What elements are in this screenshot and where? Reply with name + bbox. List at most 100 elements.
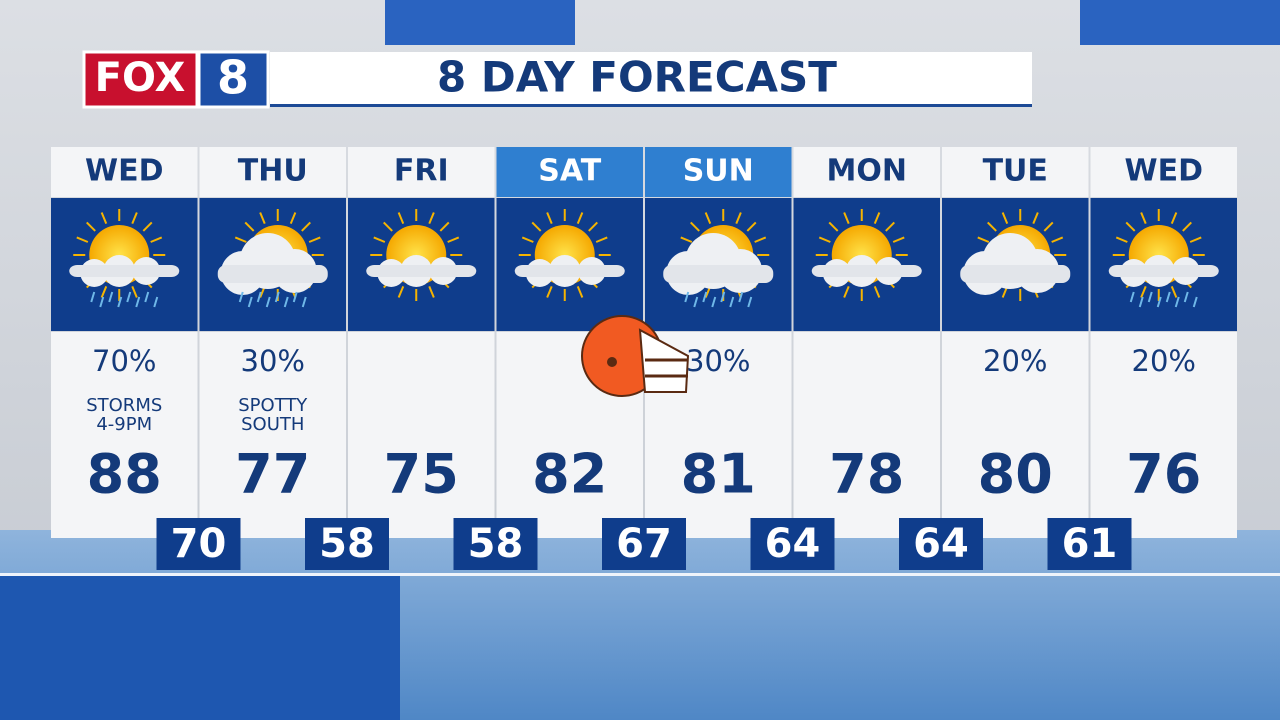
sun-ray <box>234 236 247 243</box>
sun-ray <box>301 221 311 232</box>
sun-ray <box>521 236 534 243</box>
sun-ray <box>142 221 153 232</box>
high-temp: 78 <box>829 443 904 506</box>
note: SPOTTY <box>238 395 308 416</box>
panel <box>1080 0 1280 45</box>
sun-ray <box>373 236 386 243</box>
sun-ray <box>131 286 138 298</box>
day-header <box>496 147 643 197</box>
day-name: SAT <box>538 154 601 189</box>
rain <box>702 291 708 303</box>
cloud <box>960 265 1071 283</box>
day-name: THU <box>238 154 308 189</box>
sun-ray <box>150 236 163 243</box>
sun-ray <box>987 221 997 232</box>
sun-ray <box>828 221 839 232</box>
logo-channel-box <box>197 50 270 109</box>
sun-ray <box>977 236 990 243</box>
sun-ray <box>1051 236 1064 243</box>
rain <box>1147 291 1153 303</box>
precip: 30% <box>241 344 305 378</box>
sun-ray <box>843 286 850 298</box>
day-name: MON <box>827 154 907 189</box>
rain <box>693 296 699 308</box>
high-temp: 76 <box>1126 443 1201 506</box>
cloud <box>69 265 180 277</box>
sun-ray <box>1125 221 1136 232</box>
high-temp: 81 <box>681 443 756 506</box>
rain <box>99 296 105 308</box>
day-header <box>1090 147 1237 197</box>
high-temp: 77 <box>235 443 310 506</box>
detail-cell <box>1090 332 1237 538</box>
rain <box>247 296 253 308</box>
sun-ray <box>546 286 553 298</box>
sun-ray <box>690 221 700 232</box>
low-box <box>453 518 538 570</box>
day-header <box>348 147 495 197</box>
low-box <box>602 518 686 570</box>
cloud <box>811 265 922 277</box>
rain <box>747 296 753 308</box>
rain <box>711 296 717 308</box>
low-temp: 61 <box>1062 521 1118 567</box>
sun-ray <box>873 286 881 298</box>
precip: 20% <box>983 344 1047 378</box>
sun-ray <box>843 212 850 224</box>
rain <box>144 291 150 303</box>
helmet <box>581 315 690 397</box>
sun-ray <box>244 221 255 232</box>
sun-ray <box>1043 221 1054 232</box>
day-name: TUE <box>983 154 1048 189</box>
sun-ray <box>818 236 831 243</box>
sun-ray <box>100 286 108 298</box>
low-box <box>156 518 241 570</box>
day-header <box>793 147 940 197</box>
sun-ray <box>1140 286 1147 298</box>
day-header <box>645 147 792 197</box>
note: SOUTH <box>241 414 304 435</box>
sun-ray <box>383 221 393 232</box>
title-bar <box>270 52 1032 107</box>
rain <box>729 296 735 308</box>
rain <box>720 291 726 303</box>
day-header <box>942 147 1089 197</box>
logo-channel: 8 <box>217 51 249 105</box>
sun-ray <box>680 236 693 243</box>
panel <box>0 575 400 720</box>
sun-ray <box>1182 221 1192 232</box>
low-temp: 64 <box>765 521 821 567</box>
sun-ray <box>746 221 757 232</box>
rain <box>1156 296 1162 308</box>
rain <box>283 296 289 308</box>
sun-ray <box>289 212 297 224</box>
title: 8 DAY FORECAST <box>437 53 837 102</box>
rain <box>126 291 132 303</box>
panel <box>385 0 575 45</box>
logo-brand: FOX <box>95 55 186 101</box>
sun-ray <box>754 236 767 243</box>
detail-cell <box>348 332 495 538</box>
rain <box>1138 296 1144 308</box>
sun-ray <box>1115 236 1128 243</box>
sun-ray <box>428 286 435 298</box>
low-temp: 58 <box>468 521 524 567</box>
high-temp: 75 <box>384 443 459 506</box>
sun-ray <box>576 212 584 224</box>
rain <box>292 291 298 303</box>
sun-ray <box>397 212 405 224</box>
detail-cell <box>942 332 1089 538</box>
sun-ray <box>576 286 584 298</box>
day-header <box>51 147 198 197</box>
low-box <box>899 518 983 570</box>
rain <box>90 291 96 303</box>
sun-ray <box>1140 212 1147 224</box>
low-box <box>305 518 389 570</box>
cloud <box>663 265 774 283</box>
sun-ray <box>100 212 108 224</box>
note: STORMS <box>86 395 162 416</box>
high-temp: 88 <box>87 443 162 506</box>
sun-ray <box>439 221 450 232</box>
day-name: FRI <box>394 154 449 189</box>
